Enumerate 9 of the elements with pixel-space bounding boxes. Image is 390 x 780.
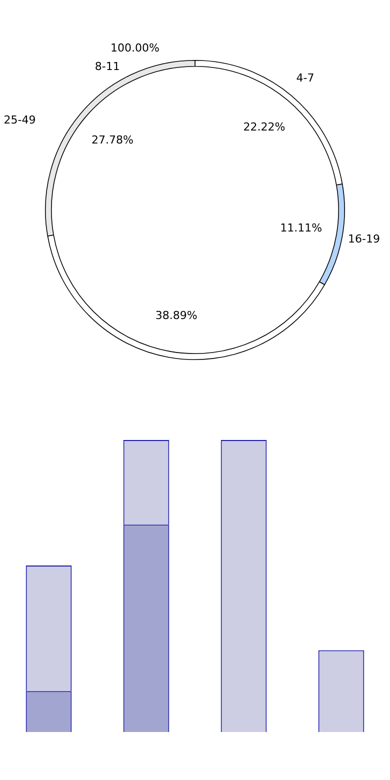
data-label: 27.78% (92, 134, 134, 147)
data-label: 38.89% (155, 308, 198, 322)
category-label: 25-49 (4, 114, 36, 127)
data-label: 22.22% (243, 120, 286, 134)
category-label: 8-11 (94, 60, 120, 73)
text: 100.00% (110, 41, 160, 54)
slice-label: 16-19 (348, 232, 380, 246)
data-label: 11.11% (280, 222, 322, 235)
slice-label: 4-7 (296, 71, 314, 84)
